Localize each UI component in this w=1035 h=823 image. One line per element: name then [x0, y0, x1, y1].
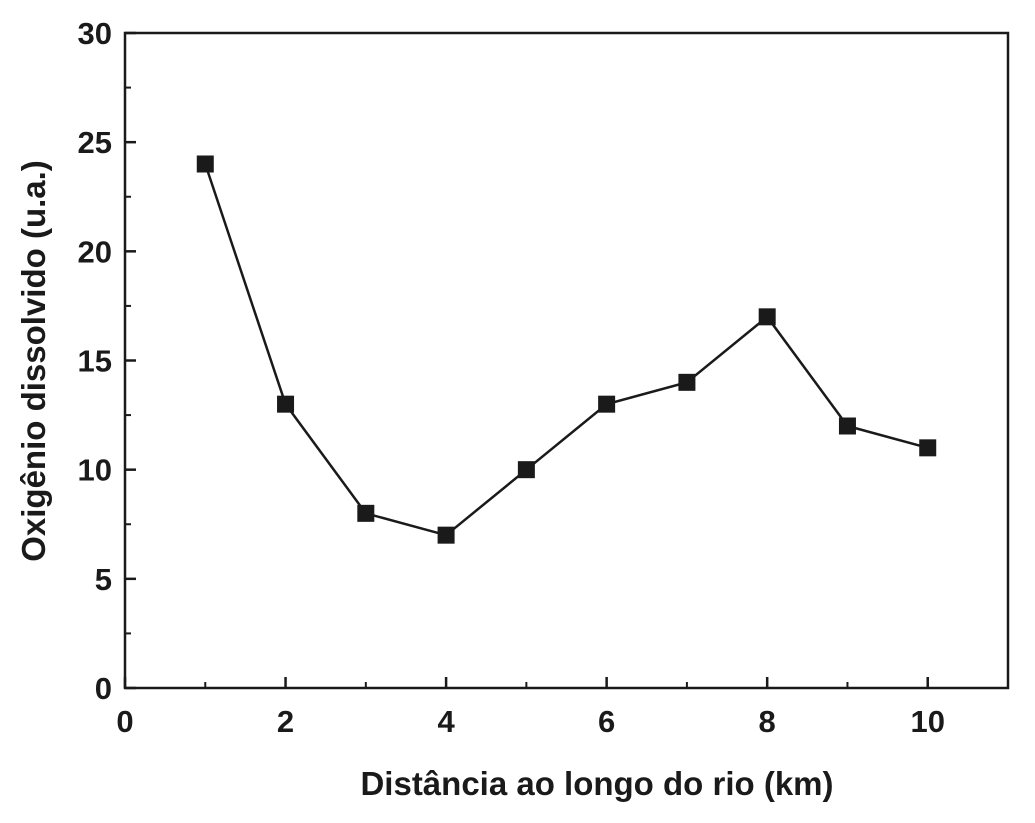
y-tick-label-15: 15 [78, 344, 112, 379]
x-tick-label-2: 2 [277, 704, 294, 739]
x-tick-label-6: 6 [598, 704, 615, 739]
data-point-x4 [437, 526, 455, 544]
data-point-x5 [517, 461, 535, 479]
y-tick-label-0: 0 [95, 671, 112, 706]
data-point-x2 [277, 395, 295, 413]
series [196, 155, 937, 544]
x-axis-label: Distância ao longo do rio (km) [360, 765, 833, 802]
y-tick-label-20: 20 [78, 234, 112, 269]
plot-frame [123, 31, 1010, 690]
y-tick-label-25: 25 [78, 125, 112, 160]
data-point-x6 [598, 395, 616, 413]
x-tick-label-4: 4 [437, 704, 455, 739]
data-point-x10 [919, 439, 937, 457]
data-point-x7 [678, 373, 696, 391]
y-axis-label: Oxigênio dissolvido (u.a.) [15, 160, 52, 562]
data-point-x1 [196, 155, 214, 173]
x-tick-label-0: 0 [116, 704, 133, 739]
axes: 0 2 4 6 8 10 0 5 10 15 20 25 30 [78, 16, 1010, 739]
series-line-0 [204, 163, 929, 537]
data-point-x3 [357, 504, 375, 522]
y-tick-label-10: 10 [78, 453, 112, 488]
x-tick-label-10: 10 [910, 704, 944, 739]
y-tick-label-5: 5 [95, 562, 112, 597]
data-point-x8 [758, 308, 776, 326]
y-tick-label-30: 30 [78, 16, 112, 51]
data-point-x9 [838, 417, 856, 435]
x-tick-label-8: 8 [759, 704, 776, 739]
